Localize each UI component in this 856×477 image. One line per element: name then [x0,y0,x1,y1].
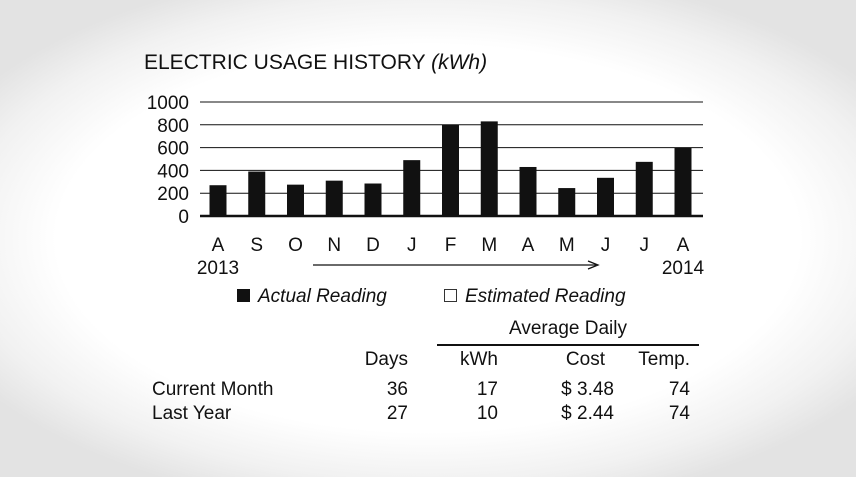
col-header-temp: Temp. [638,349,690,370]
row-label: Last Year [152,403,232,424]
bar [403,160,421,216]
table-group-header: Average Daily [509,318,627,339]
x-tick-label: S [250,235,263,256]
legend-actual: Actual Reading [237,286,387,308]
bar [442,124,459,216]
bar [558,188,576,216]
bar [674,147,692,216]
y-tick-label: 400 [157,161,189,182]
start-year-label: 2013 [197,258,239,279]
row-label: Current Month [152,379,274,400]
legend-filled-square-icon [237,289,250,302]
row-temp: 74 [668,403,690,424]
timeline-arrow-head-icon [587,260,600,270]
x-tick-label: J [640,235,650,256]
row-kwh: 17 [476,379,498,400]
row-temp: 74 [668,379,690,400]
chart-title-text: ELECTRIC USAGE HISTORY [144,51,426,74]
bar [248,171,266,216]
y-tick-label: 1000 [147,93,189,114]
row-days: 27 [386,403,408,424]
bar [480,121,498,216]
x-tick-label: J [601,235,611,256]
bar [597,177,614,216]
col-header-kwh: kWh [460,349,498,370]
chart-title-unit: (kWh) [431,51,488,74]
x-tick-label: F [445,235,457,256]
row-cost: $ 3.48 [561,379,614,400]
row-days: 36 [386,379,408,400]
end-year-label: 2014 [662,258,705,279]
x-tick-label: J [407,235,417,256]
x-tick-label: M [559,235,575,256]
bar [209,185,227,216]
bar [325,180,343,216]
x-tick-label: A [212,235,225,256]
y-tick-label: 600 [157,139,189,160]
bar [364,183,382,216]
y-tick-label: 0 [178,207,189,228]
y-tick-label: 800 [157,116,189,137]
y-tick-label: 200 [157,184,189,205]
x-tick-label: O [288,235,303,256]
x-tick-label: N [327,235,341,256]
col-header-days: Days [364,349,408,370]
bar [519,166,537,216]
legend-empty-square-icon [444,289,457,302]
legend-estimated: Estimated Reading [444,286,626,308]
legend-estimated-label: Estimated Reading [465,286,626,307]
bar [287,184,304,216]
chart-title: ELECTRIC USAGE HISTORY (kWh) [144,51,487,75]
x-tick-label: A [677,235,690,256]
legend-actual-label: Actual Reading [258,286,387,307]
col-header-cost: Cost [565,349,605,370]
table-group-divider [437,344,699,346]
x-tick-label: M [481,235,497,256]
bar [635,161,653,216]
row-kwh: 10 [476,403,498,424]
x-tick-label: A [522,235,535,256]
x-tick-label: D [366,235,380,256]
row-cost: $ 2.44 [561,403,614,424]
